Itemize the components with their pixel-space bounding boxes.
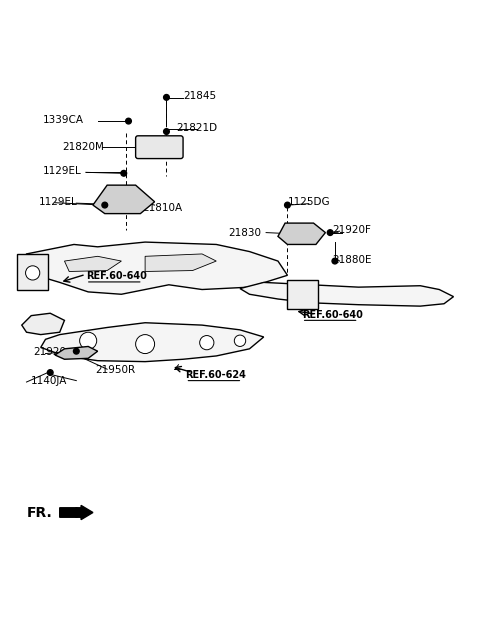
Circle shape	[164, 94, 169, 100]
Polygon shape	[64, 256, 121, 271]
Text: 21821D: 21821D	[176, 123, 217, 133]
Text: 21845: 21845	[183, 91, 216, 101]
Text: 21880E: 21880E	[333, 255, 372, 265]
FancyBboxPatch shape	[17, 254, 48, 289]
Text: 21810A: 21810A	[143, 203, 183, 213]
Polygon shape	[145, 254, 216, 271]
Circle shape	[73, 349, 79, 354]
Circle shape	[327, 230, 333, 236]
Circle shape	[136, 334, 155, 354]
Text: 1140JA: 1140JA	[31, 376, 68, 386]
Polygon shape	[55, 347, 97, 359]
Text: REF.60-624: REF.60-624	[185, 370, 246, 380]
Text: 21950R: 21950R	[96, 365, 135, 375]
Polygon shape	[22, 242, 288, 294]
Circle shape	[164, 129, 169, 135]
FancyBboxPatch shape	[288, 280, 318, 308]
Text: 21820M: 21820M	[62, 142, 104, 152]
Text: 1339CA: 1339CA	[43, 115, 84, 125]
Text: FR.: FR.	[26, 505, 52, 520]
Circle shape	[126, 118, 132, 124]
Circle shape	[234, 335, 246, 347]
Text: 1129EL: 1129EL	[38, 197, 77, 207]
Circle shape	[285, 202, 290, 208]
Text: 1125DG: 1125DG	[288, 197, 330, 207]
Polygon shape	[278, 223, 325, 244]
Circle shape	[48, 370, 53, 375]
Circle shape	[121, 170, 127, 176]
Text: REF.60-640: REF.60-640	[301, 310, 362, 320]
Polygon shape	[22, 313, 64, 334]
Circle shape	[200, 336, 214, 350]
Circle shape	[25, 266, 40, 280]
FancyArrow shape	[60, 505, 93, 520]
Text: 21920F: 21920F	[333, 225, 372, 235]
Text: 21830: 21830	[228, 228, 261, 238]
FancyBboxPatch shape	[136, 136, 183, 159]
Circle shape	[332, 258, 338, 264]
Text: REF.60-640: REF.60-640	[86, 271, 147, 281]
Text: 21920: 21920	[34, 347, 67, 357]
Circle shape	[80, 332, 96, 349]
Polygon shape	[93, 185, 155, 213]
Text: 1129EL: 1129EL	[43, 166, 82, 176]
Polygon shape	[41, 323, 264, 362]
Polygon shape	[240, 283, 454, 306]
Circle shape	[102, 202, 108, 208]
